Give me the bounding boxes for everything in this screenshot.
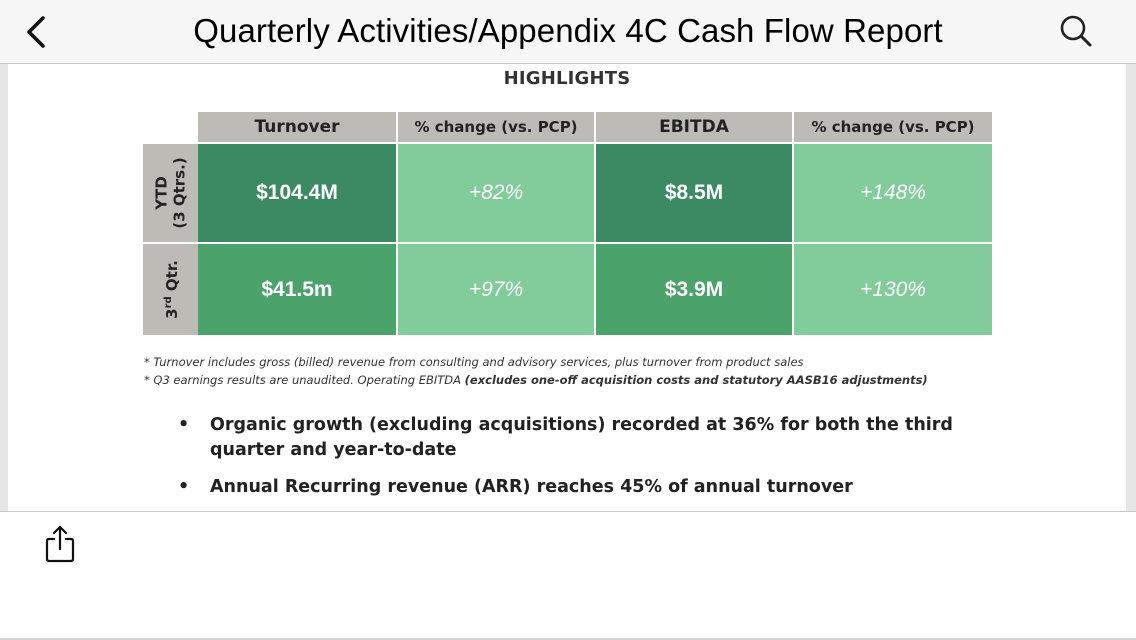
- row-label-q3-suffix: rd: [163, 296, 175, 309]
- share-button[interactable]: [40, 522, 80, 566]
- header-turnover: Turnover: [198, 112, 396, 142]
- document-viewer[interactable]: HIGHLIGHTS Turnover % change (vs. PCP) E…: [0, 64, 1136, 511]
- row-label-q3-text: Qtr.: [163, 260, 182, 297]
- bullet-text: Annual Recurring revenue (ARR) reaches 4…: [210, 477, 853, 497]
- chevron-left-icon: [27, 16, 45, 48]
- q3-turnover-change-cell: +97%: [398, 244, 594, 335]
- bullet-text: Organic growth (excluding acquisitions) …: [210, 415, 953, 460]
- document-page: HIGHLIGHTS Turnover % change (vs. PCP) E…: [8, 64, 1126, 511]
- header-ebitda: EBITDA: [596, 112, 792, 142]
- row-label-q3-number: 3: [163, 308, 182, 319]
- row-label-q3: 3rd Qtr.: [143, 244, 198, 335]
- footnote-ebitda-text: * Q3 earnings results are unaudited. Ope…: [144, 373, 465, 387]
- footnote-ebitda: * Q3 earnings results are unaudited. Ope…: [144, 373, 928, 387]
- search-icon: [1060, 15, 1092, 47]
- navigation-bar: Quarterly Activities/Appendix 4C Cash Fl…: [0, 0, 1136, 64]
- q3-turnover-cell: $41.5m: [198, 244, 396, 335]
- header-ebitda-change: % change (vs. PCP): [794, 112, 992, 142]
- ytd-turnover-cell: $104.4M: [198, 144, 396, 242]
- row-label-ytd-line2: (3 Qtrs.): [170, 157, 189, 229]
- bullet-arr: • Annual Recurring revenue (ARR) reaches…: [178, 475, 998, 501]
- footnote-turnover: * Turnover includes gross (billed) reven…: [144, 355, 804, 369]
- row-label-ytd: YTD (3 Qtrs.): [143, 144, 198, 242]
- divider: [0, 638, 1136, 640]
- page-title: Quarterly Activities/Appendix 4C Cash Fl…: [193, 12, 943, 49]
- bullet-marker: •: [178, 477, 190, 497]
- row-label-ytd-line1: YTD: [152, 176, 171, 210]
- ytd-ebitda-change-cell: +148%: [794, 144, 992, 242]
- bottom-toolbar: [0, 511, 1136, 640]
- header-turnover-change: % change (vs. PCP): [398, 112, 594, 142]
- bullet-organic-growth: • Organic growth (excluding acquisitions…: [178, 413, 998, 465]
- q3-ebitda-cell: $3.9M: [596, 244, 792, 335]
- search-button[interactable]: [1054, 10, 1098, 52]
- bullet-marker: •: [178, 415, 190, 435]
- footnote-ebitda-bold: (excludes one-off acquisition costs and …: [464, 373, 928, 387]
- ytd-turnover-change-cell: +82%: [398, 144, 594, 242]
- q3-ebitda-change-cell: +130%: [794, 244, 992, 335]
- ytd-ebitda-cell: $8.5M: [596, 144, 792, 242]
- highlights-heading: HIGHLIGHTS: [503, 68, 631, 89]
- share-icon: [45, 525, 75, 563]
- back-button[interactable]: [18, 12, 54, 52]
